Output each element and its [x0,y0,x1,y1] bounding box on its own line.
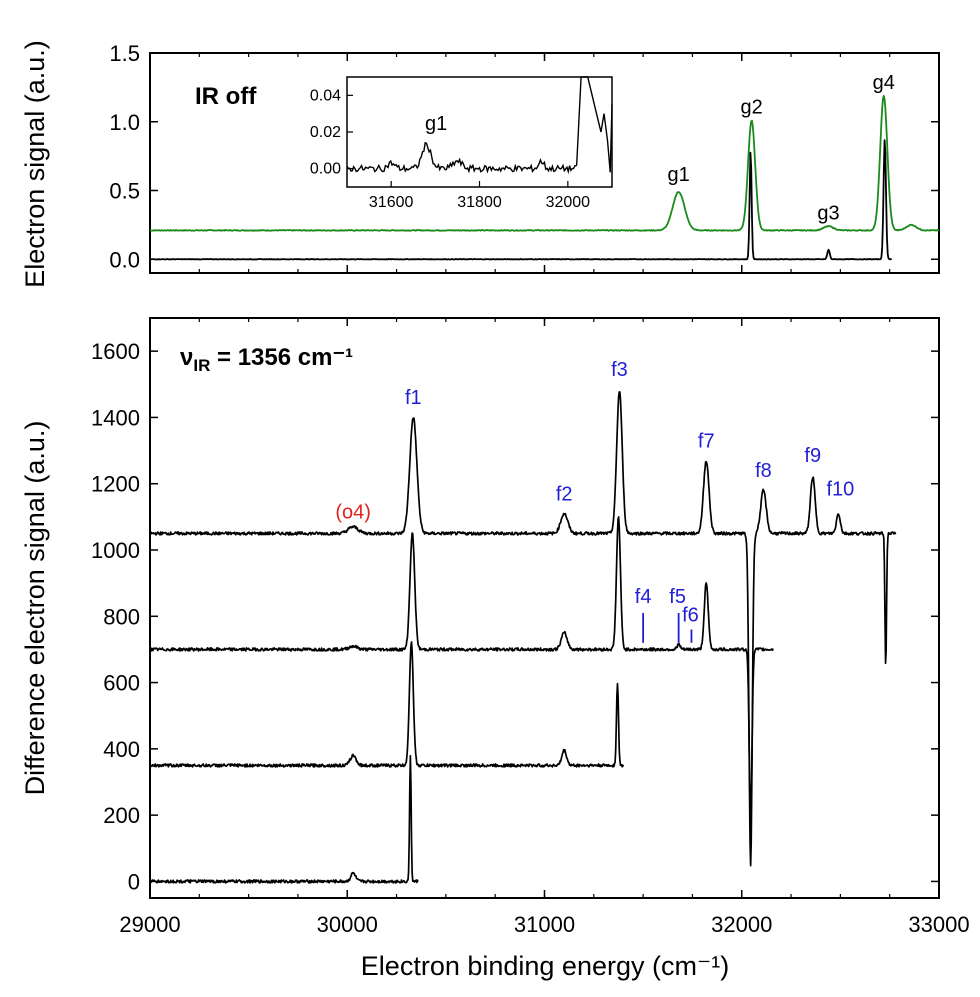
bottom-y-tick-label: 1200 [91,472,140,497]
difference-trace-2 [149,641,625,768]
inset-trace-line [346,76,613,175]
ir-off-trace-green [149,95,940,232]
bottom-traces [149,391,897,884]
peak-label-f5: f5 [669,586,686,608]
peak-label-g2: g2 [740,97,762,119]
bottom-y-axis-title: Difference electron signal (a.u.) [20,421,50,796]
top-y-axis-title: Electron signal (a.u.) [20,40,50,288]
bottom-y-tick-label: 600 [103,671,140,696]
top-traces [149,95,940,261]
peak-label-o4: (o4) [335,502,371,524]
annotation-nu: ν [180,344,193,371]
difference-trace-0 [149,391,897,867]
inset-x-tick-label: 31600 [369,194,414,211]
inset-frame [346,76,613,188]
inset-plot: 31600 31800 32000 0.00 0.02 0.04 g1 [310,76,613,211]
inset-x-tick-label: 31800 [457,194,502,211]
top-y-tick-label: 1.5 [109,41,140,66]
top-axis-ticks: 0.0 0.5 1.0 1.5 [109,41,940,273]
bottom-x-tick-label: 31000 [514,912,575,937]
annotation-subscript: IR [193,356,210,375]
ir-off-trace-black [149,139,892,261]
difference-trace-1 [149,516,774,821]
x-axis-title: Electron binding energy (cm⁻¹) [361,951,729,981]
top-y-tick-label: 1.0 [109,110,140,135]
top-peak-labels: g1 g2 g3 g4 [668,72,895,225]
difference-trace-3 [149,754,419,884]
bottom-y-tick-label: 200 [103,803,140,828]
bottom-panel-annotation: νIR = 1356 cm⁻¹ [180,344,353,375]
peak-label-f1: f1 [405,387,422,409]
top-y-tick-label: 0.5 [109,179,140,204]
inset-y-tick-label: 0.04 [310,87,341,104]
bottom-panel: 0 200 400 600 800 1000 1200 1400 1600 29000 30000 3… [20,317,970,981]
bottom-x-tick-label: 29000 [119,912,180,937]
bottom-x-tick-label: 32000 [711,912,772,937]
peak-label-f4: f4 [635,586,652,608]
inset-y-tick-label: 0.00 [310,161,341,178]
bottom-y-tick-label: 1400 [91,405,140,430]
peak-label-f9: f9 [804,445,821,467]
peak-label-f2: f2 [556,483,573,505]
bottom-peak-markers [642,612,693,643]
top-panel-annotation: IR off [195,83,257,110]
bottom-y-tick-label: 1000 [91,538,140,563]
peak-label-f8: f8 [755,460,772,482]
peak-label-f6: f6 [682,604,699,626]
peak-label-g4: g4 [873,72,895,94]
inset-axis-ticks: 31600 31800 32000 0.00 0.02 0.04 [310,87,590,211]
peak-label-f7: f7 [698,430,715,452]
bottom-x-tick-label: 30000 [317,912,378,937]
inset-peak-label: g1 [425,113,447,135]
bottom-y-tick-label: 800 [103,604,140,629]
bottom-y-tick-label: 0 [128,869,140,894]
peak-label-g1: g1 [668,164,690,186]
inset-x-tick-label: 32000 [546,194,591,211]
peak-label-f10: f10 [826,478,854,500]
bottom-y-tick-label: 1600 [91,339,140,364]
inset-y-tick-label: 0.02 [310,124,341,141]
peak-label-g3: g3 [817,202,839,224]
inset-trace [346,76,613,175]
bottom-y-tick-label: 400 [103,737,140,762]
peak-label-f3: f3 [611,359,628,381]
top-y-tick-label: 0.0 [109,247,140,272]
bottom-axis-ticks: 0 200 400 600 800 1000 1200 1400 1600 29000 30000 3… [91,318,970,937]
bottom-plot-frame [149,317,940,899]
annotation-value: = 1356 cm⁻¹ [210,344,353,371]
bottom-x-tick-label: 33000 [908,912,969,937]
